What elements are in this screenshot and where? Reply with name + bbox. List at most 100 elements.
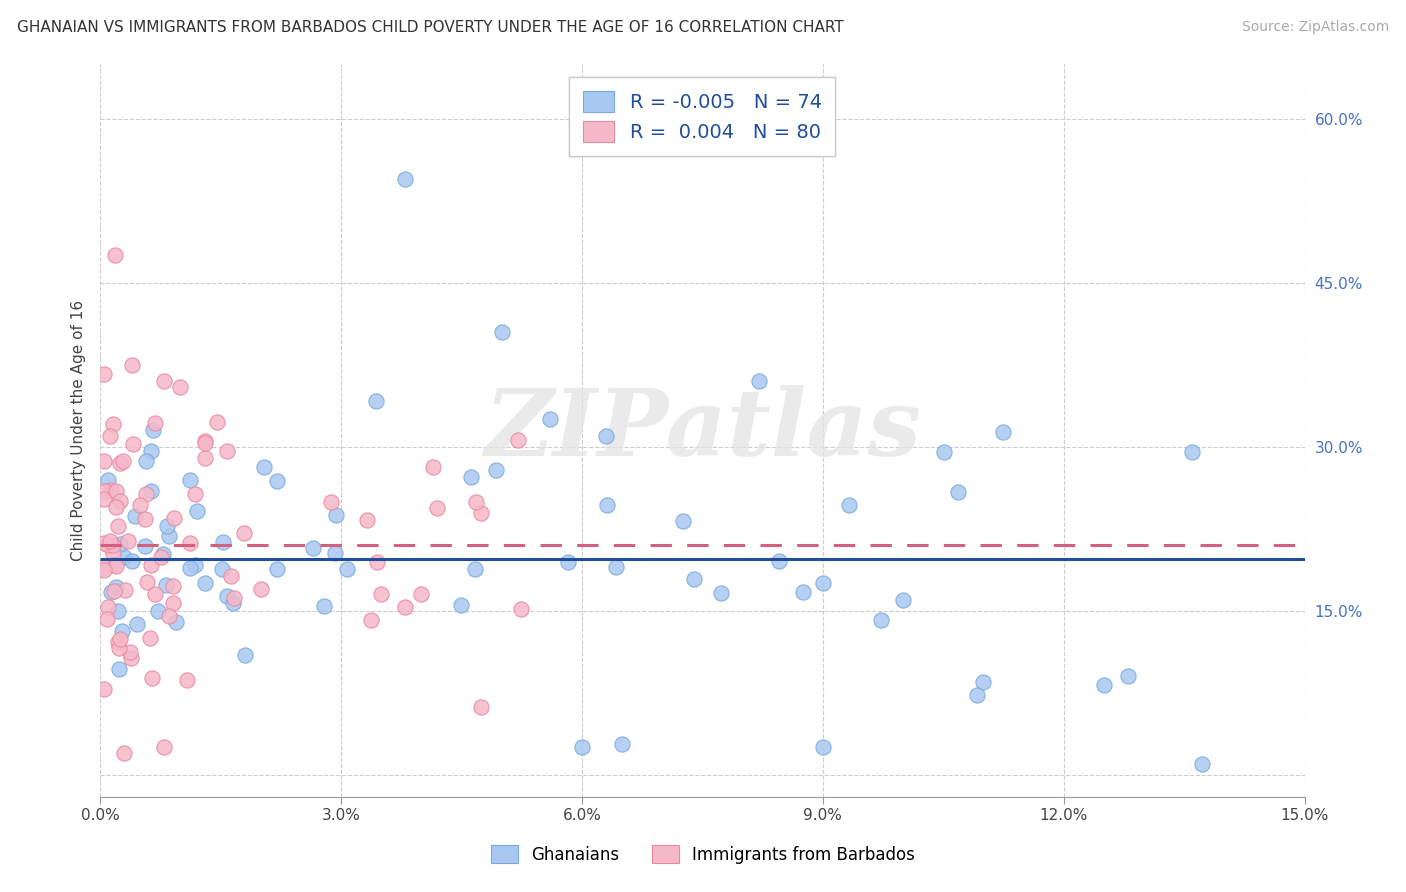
Point — [184, 558, 207, 573]
Point — [135, 454, 157, 468]
Text: ZIPatlas: ZIPatlas — [484, 385, 921, 475]
Point — [97, 599, 120, 614]
Point — [748, 374, 770, 388]
Point — [792, 585, 814, 599]
Point — [484, 463, 506, 477]
Point — [98, 428, 121, 442]
Point — [571, 740, 593, 755]
Point — [211, 562, 233, 576]
Point — [176, 673, 198, 687]
Point — [219, 569, 242, 583]
Point — [491, 325, 513, 339]
Point — [509, 602, 531, 616]
Point — [134, 539, 156, 553]
Point — [325, 508, 347, 522]
Point — [870, 613, 893, 627]
Point — [838, 498, 860, 512]
Point — [683, 572, 706, 586]
Point — [93, 560, 115, 574]
Point — [121, 554, 143, 568]
Point — [194, 436, 217, 450]
Point — [114, 582, 136, 597]
Point — [360, 613, 382, 627]
Point — [184, 486, 207, 500]
Point — [222, 596, 245, 610]
Point — [464, 562, 486, 576]
Point — [110, 494, 132, 508]
Point — [97, 538, 120, 552]
Point — [93, 491, 115, 506]
Point — [96, 612, 118, 626]
Point — [110, 624, 132, 639]
Point — [672, 514, 695, 528]
Point — [972, 674, 994, 689]
Point — [426, 501, 449, 516]
Point — [217, 589, 239, 603]
Point — [112, 550, 135, 565]
Point — [470, 506, 492, 520]
Point — [411, 587, 433, 601]
Point — [179, 536, 201, 550]
Point — [143, 416, 166, 430]
Point — [538, 412, 561, 426]
Point — [103, 558, 125, 573]
Point — [302, 541, 325, 555]
Point — [103, 583, 125, 598]
Point — [186, 504, 208, 518]
Point — [93, 484, 115, 499]
Point — [107, 519, 129, 533]
Point — [193, 434, 215, 449]
Point — [394, 599, 416, 614]
Point — [193, 450, 215, 465]
Point — [139, 631, 162, 645]
Text: GHANAIAN VS IMMIGRANTS FROM BARBADOS CHILD POVERTY UNDER THE AGE OF 16 CORRELATI: GHANAIAN VS IMMIGRANTS FROM BARBADOS CHI… — [17, 20, 844, 35]
Point — [179, 560, 201, 574]
Point — [891, 592, 914, 607]
Point — [120, 650, 142, 665]
Point — [134, 512, 156, 526]
Point — [135, 487, 157, 501]
Point — [93, 563, 115, 577]
Point — [1116, 669, 1139, 683]
Point — [93, 367, 115, 381]
Point — [150, 549, 173, 564]
Point — [460, 470, 482, 484]
Point — [470, 700, 492, 714]
Point — [141, 671, 163, 685]
Point — [118, 645, 141, 659]
Point — [557, 555, 579, 569]
Point — [107, 635, 129, 649]
Point — [101, 417, 124, 431]
Point — [364, 393, 387, 408]
Point — [155, 578, 177, 592]
Point — [93, 536, 115, 550]
Point — [266, 474, 288, 488]
Point — [1181, 445, 1204, 459]
Point — [464, 495, 486, 509]
Point — [98, 533, 121, 548]
Point — [107, 604, 129, 618]
Point — [710, 585, 733, 599]
Point — [266, 562, 288, 576]
Text: Source: ZipAtlas.com: Source: ZipAtlas.com — [1241, 20, 1389, 34]
Point — [506, 434, 529, 448]
Point — [121, 358, 143, 372]
Point — [156, 519, 179, 533]
Point — [811, 740, 834, 755]
Point — [595, 499, 617, 513]
Point — [101, 546, 124, 560]
Point — [194, 576, 217, 591]
Point — [93, 681, 115, 696]
Legend: R = -0.005   N = 74, R =  0.004   N = 80: R = -0.005 N = 74, R = 0.004 N = 80 — [569, 78, 835, 156]
Point — [179, 473, 201, 487]
Point — [991, 425, 1014, 439]
Point — [422, 460, 444, 475]
Point — [129, 498, 152, 512]
Point — [112, 454, 135, 468]
Point — [103, 248, 125, 262]
Point — [108, 537, 131, 551]
Point — [104, 558, 127, 573]
Point — [1092, 678, 1115, 692]
Point — [932, 445, 955, 459]
Point — [224, 591, 246, 605]
